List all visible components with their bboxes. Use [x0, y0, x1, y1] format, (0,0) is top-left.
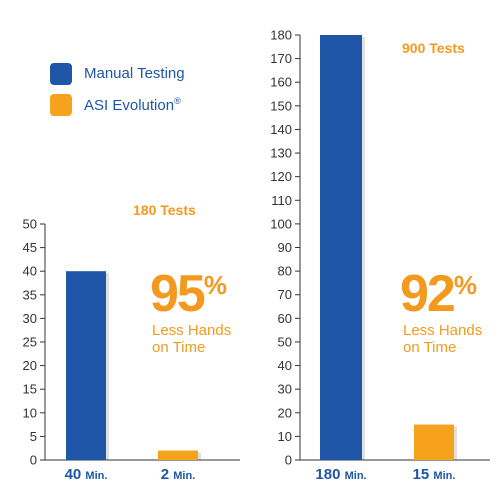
left-y-tick-label: 5 — [30, 429, 37, 444]
right-y-tick-label: 30 — [278, 382, 292, 397]
right-percent-symbol: % — [453, 270, 477, 300]
left-chart-title: 180 Tests — [133, 202, 196, 218]
right-y-tick-label: 120 — [270, 169, 292, 184]
right-y-tick-label: 50 — [278, 334, 292, 349]
right-category-unit-1: Min. — [433, 470, 455, 482]
right-y-tick-label: 80 — [278, 264, 292, 279]
left-y-tick-label: 20 — [23, 358, 37, 373]
right-category-label-1: 15 Min. — [413, 466, 456, 483]
right-y-tick-label: 140 — [270, 122, 292, 137]
right-chart-title: 900 Tests — [402, 40, 465, 56]
right-y-tick-label: 60 — [278, 311, 292, 326]
left-callout-line2: on Time — [152, 339, 206, 356]
right-y-tick-label: 40 — [278, 358, 292, 373]
left-y-tick-label: 15 — [23, 382, 37, 397]
right-percent-value: 92 — [400, 265, 456, 323]
right-category-number-0: 180 — [315, 466, 344, 483]
right-callout-text: Less Hands on Time — [403, 322, 482, 356]
left-category-number-1: 2 — [161, 466, 174, 483]
right-y-tick-label: 100 — [270, 216, 292, 231]
legend-label-asi-text: ASI Evolution — [84, 97, 175, 114]
right-y-tick-label: 180 — [270, 28, 292, 43]
legend-label-asi: ASI Evolution® — [84, 96, 181, 114]
left-y-tick-label: 25 — [23, 335, 37, 350]
right-category-number-1: 15 — [413, 466, 434, 483]
right-y-tick-label: 160 — [270, 75, 292, 90]
right-y-tick-label: 110 — [271, 193, 292, 208]
left-percent-value: 95 — [150, 265, 206, 323]
left-bar-1 — [158, 450, 198, 460]
left-category-unit-0: Min. — [85, 470, 107, 482]
left-callout-line1: Less Hands — [152, 322, 232, 339]
registered-mark: ® — [174, 96, 181, 106]
right-y-tick-label: 150 — [270, 98, 292, 113]
left-category-number-0: 40 — [65, 466, 86, 483]
left-percent-symbol: % — [203, 270, 227, 300]
left-percent-callout: 95% — [150, 264, 227, 324]
left-bar-0 — [66, 271, 106, 460]
right-y-tick-label: 170 — [270, 51, 292, 66]
left-y-tick-label: 40 — [23, 264, 37, 279]
right-y-tick-label: 20 — [278, 405, 292, 420]
left-y-tick-label: 35 — [23, 287, 37, 302]
right-callout-line2: on Time — [403, 339, 457, 356]
right-category-unit-0: Min. — [345, 470, 367, 482]
left-y-tick-label: 0 — [30, 453, 37, 468]
left-y-tick-label: 50 — [23, 217, 37, 232]
right-category-label-0: 180 Min. — [315, 466, 366, 483]
left-category-label-1: 2 Min. — [161, 466, 196, 483]
left-y-tick-label: 10 — [23, 405, 37, 420]
right-y-tick-label: 130 — [270, 146, 292, 161]
left-category-unit-1: Min. — [173, 470, 195, 482]
right-bar-1 — [414, 424, 454, 460]
left-y-tick-label: 30 — [23, 311, 37, 326]
legend-swatch-asi — [50, 94, 72, 116]
right-y-tick-label: 70 — [278, 287, 292, 302]
legend-label-manual: Manual Testing — [84, 65, 185, 82]
right-percent-callout: 92% — [400, 264, 477, 324]
right-callout-line1: Less Hands — [403, 322, 483, 339]
right-y-tick-label: 0 — [285, 453, 292, 468]
right-bar-0 — [320, 35, 362, 460]
left-y-tick-label: 45 — [23, 240, 37, 255]
left-category-label-0: 40 Min. — [65, 466, 108, 483]
right-y-tick-label: 90 — [278, 240, 292, 255]
right-y-tick-label: 10 — [278, 429, 292, 444]
left-callout-text: Less Hands on Time — [152, 322, 231, 356]
legend-swatch-manual — [50, 63, 72, 85]
